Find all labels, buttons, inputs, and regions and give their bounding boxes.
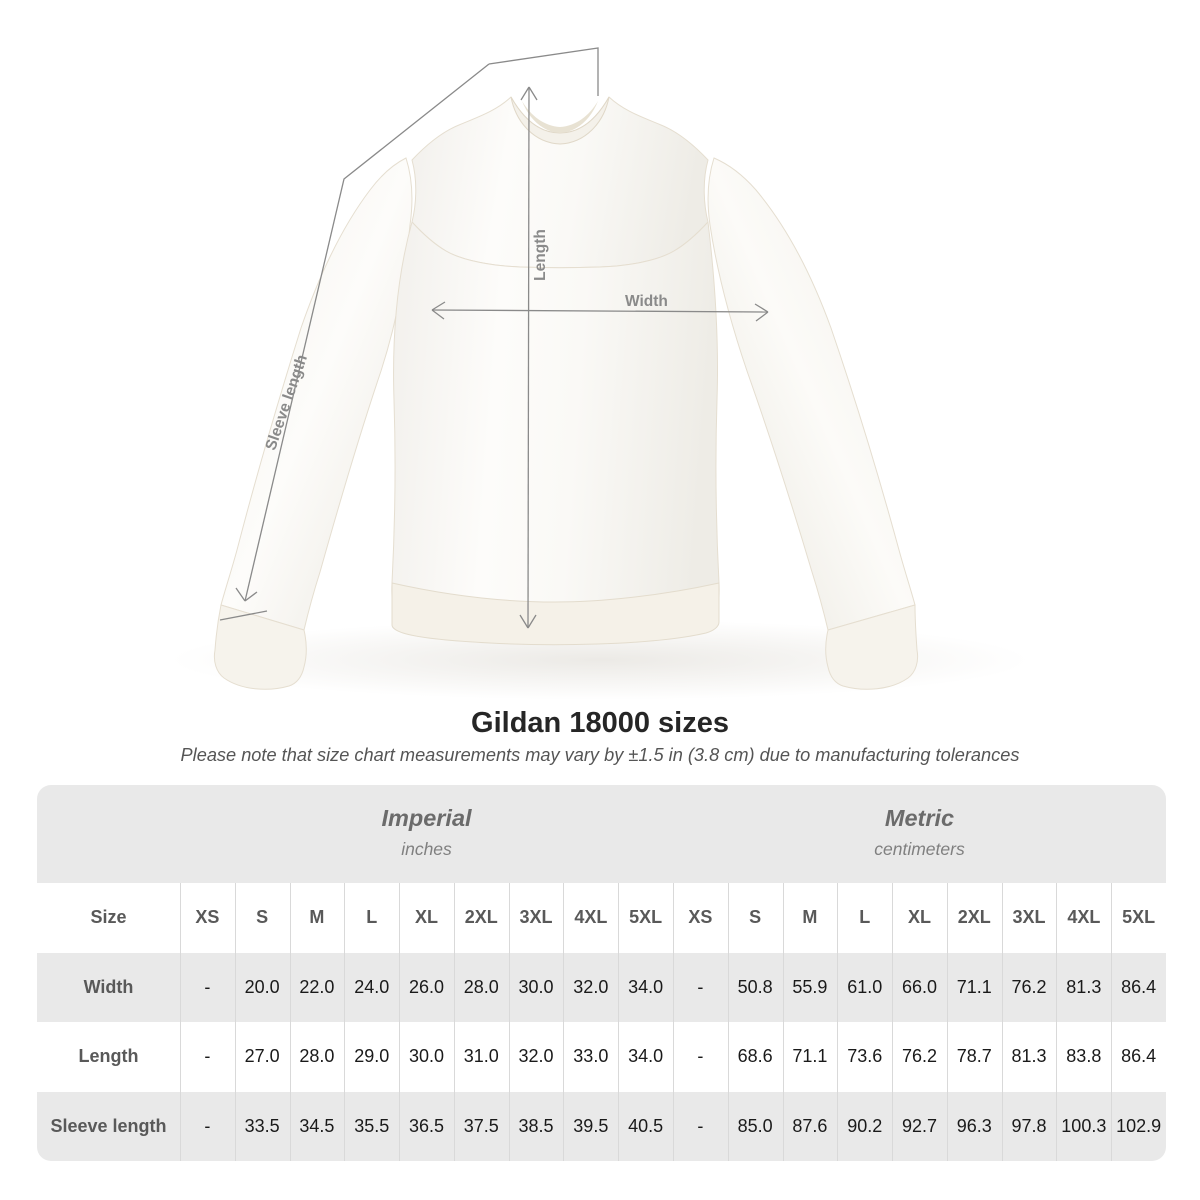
- svg-text:Width: Width: [625, 293, 668, 310]
- svg-text:Length: Length: [532, 229, 549, 281]
